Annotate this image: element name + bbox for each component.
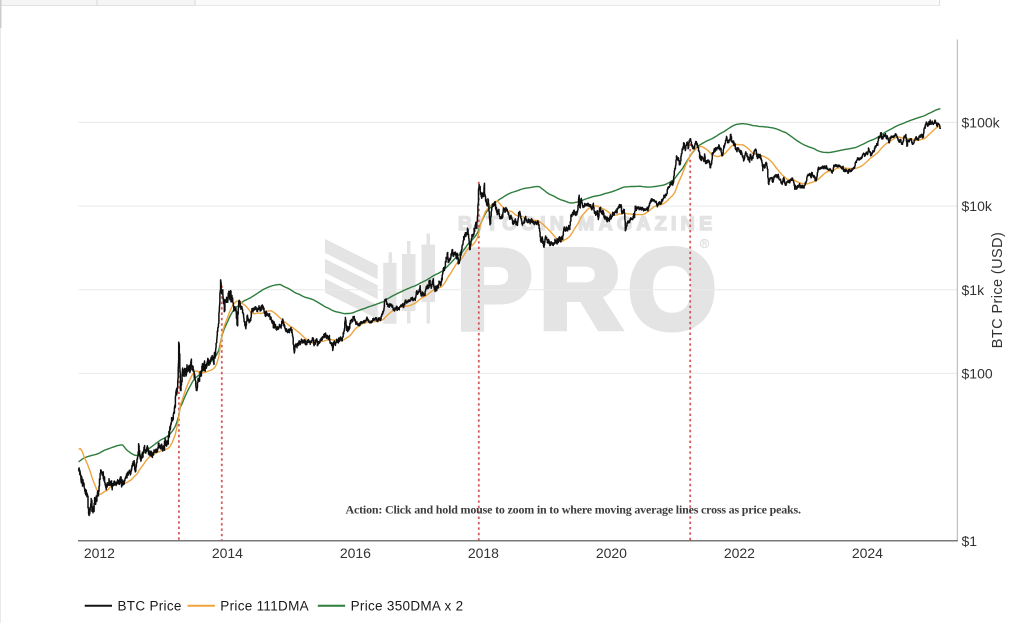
svg-text:BTC Price (USD): BTC Price (USD) xyxy=(990,232,1006,348)
svg-text:2016: 2016 xyxy=(340,545,371,561)
svg-text:$1k: $1k xyxy=(962,282,986,298)
svg-text:$100: $100 xyxy=(962,366,993,382)
svg-text:2018: 2018 xyxy=(468,545,499,561)
svg-text:$1: $1 xyxy=(962,533,978,549)
svg-text:2020: 2020 xyxy=(596,545,627,561)
svg-text:Price 350DMA x 2: Price 350DMA x 2 xyxy=(351,599,464,614)
svg-text:2014: 2014 xyxy=(212,545,243,561)
svg-text:$100k: $100k xyxy=(962,115,1001,131)
svg-text:2012: 2012 xyxy=(84,545,115,561)
svg-text:2024: 2024 xyxy=(852,545,883,561)
svg-text:$10k: $10k xyxy=(962,198,993,214)
svg-text:BTC Price: BTC Price xyxy=(118,599,182,614)
svg-text:Price 111DMA: Price 111DMA xyxy=(220,599,309,614)
svg-text:Action: Click and hold mouse t: Action: Click and hold mouse to zoom in … xyxy=(346,502,802,516)
svg-text:2022: 2022 xyxy=(724,545,755,561)
